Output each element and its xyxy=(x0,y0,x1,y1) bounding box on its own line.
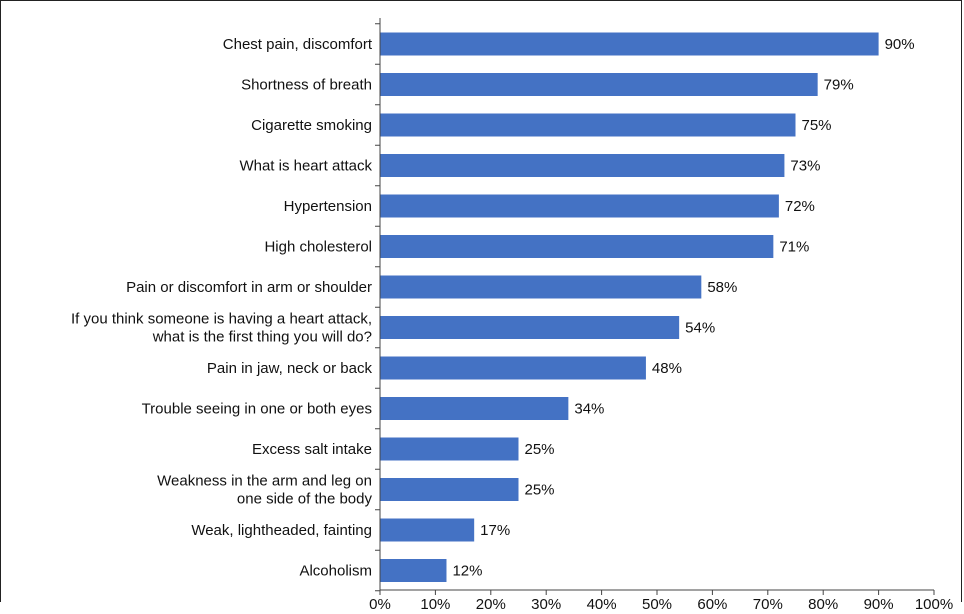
x-tick-label-6: 60% xyxy=(697,596,727,613)
category-label-line: Chest pain, discomfort xyxy=(223,36,373,53)
category-label-line: Pain in jaw, neck or back xyxy=(207,360,373,377)
category-label-10: Excess salt intake xyxy=(252,441,372,458)
category-label-2: Cigarette smoking xyxy=(251,117,372,134)
category-label-4: Hypertension xyxy=(284,198,372,215)
data-label-1: 79% xyxy=(824,77,854,94)
x-tick-label-9: 90% xyxy=(864,596,894,613)
bar-5 xyxy=(380,235,774,258)
data-label-3: 73% xyxy=(790,158,820,175)
x-tick-label-7: 70% xyxy=(753,596,783,613)
category-label-line: Cigarette smoking xyxy=(251,117,372,134)
category-label-8: Pain in jaw, neck or back xyxy=(207,360,373,377)
category-label-11: Weakness in the arm and leg on one side o… xyxy=(157,473,372,508)
x-tick-label-3: 30% xyxy=(531,596,561,613)
category-label-7: If you think someone is having a heart a… xyxy=(71,311,372,346)
category-label-6: Pain or discomfort in arm or shoulder xyxy=(126,279,372,296)
data-label-13: 12% xyxy=(452,563,482,580)
bar-2 xyxy=(380,113,796,137)
category-label-line: Weak, lightheaded, fainting xyxy=(191,522,372,539)
x-tick-label-4: 40% xyxy=(587,596,617,613)
data-label-9: 34% xyxy=(574,401,604,418)
bar-7 xyxy=(380,316,680,339)
data-label-8: 48% xyxy=(652,360,682,377)
data-label-6: 58% xyxy=(707,279,737,296)
x-tick-label-8: 80% xyxy=(808,596,838,613)
bar-12 xyxy=(380,518,475,542)
data-label-0: 90% xyxy=(885,36,915,53)
x-tick-label-5: 50% xyxy=(642,596,672,613)
x-tick-label-10: 100% xyxy=(915,596,953,613)
category-label-line: Excess salt intake xyxy=(252,441,372,458)
category-label-13: Alcoholism xyxy=(299,563,372,580)
x-tick-label-2: 20% xyxy=(476,596,506,613)
bar-4 xyxy=(380,194,779,218)
category-label-line: High cholesterol xyxy=(264,239,372,256)
bar-10 xyxy=(380,437,519,461)
category-label-line: Shortness of breath xyxy=(241,77,372,94)
bar-1 xyxy=(380,73,818,96)
data-label-11: 25% xyxy=(525,482,555,499)
category-label-1: Shortness of breath xyxy=(241,77,372,94)
x-tick-label-0: 0% xyxy=(369,596,391,613)
category-label-line: If you think someone is having a heart a… xyxy=(71,311,372,328)
category-label-line: Alcoholism xyxy=(299,563,372,580)
data-label-2: 75% xyxy=(802,117,832,134)
category-label-line: one side of the body xyxy=(237,491,373,508)
chart-frame xyxy=(0,0,962,602)
category-label-5: High cholesterol xyxy=(264,239,372,256)
bar-8 xyxy=(380,356,646,380)
bar-3 xyxy=(380,154,785,177)
category-label-3: What is heart attack xyxy=(239,158,372,175)
category-label-12: Weak, lightheaded, fainting xyxy=(191,522,372,539)
category-label-line: what is the first thing you will do? xyxy=(152,329,372,346)
data-label-12: 17% xyxy=(480,522,510,539)
bar-11 xyxy=(380,478,519,501)
category-label-9: Trouble seeing in one or both eyes xyxy=(142,401,372,418)
category-label-line: Pain or discomfort in arm or shoulder xyxy=(126,279,372,296)
data-label-7: 54% xyxy=(685,320,715,337)
data-label-10: 25% xyxy=(525,441,555,458)
category-label-line: What is heart attack xyxy=(239,158,372,175)
bar-13 xyxy=(380,559,447,582)
bar-9 xyxy=(380,397,569,420)
data-label-4: 72% xyxy=(785,198,815,215)
category-label-line: Hypertension xyxy=(284,198,372,215)
category-label-line: Weakness in the arm and leg on xyxy=(157,473,372,490)
category-label-0: Chest pain, discomfort xyxy=(223,36,373,53)
bar-6 xyxy=(380,275,702,299)
data-label-5: 71% xyxy=(779,239,809,256)
category-label-line: Trouble seeing in one or both eyes xyxy=(142,401,372,418)
bar-0 xyxy=(380,32,879,56)
x-tick-label-1: 10% xyxy=(420,596,450,613)
